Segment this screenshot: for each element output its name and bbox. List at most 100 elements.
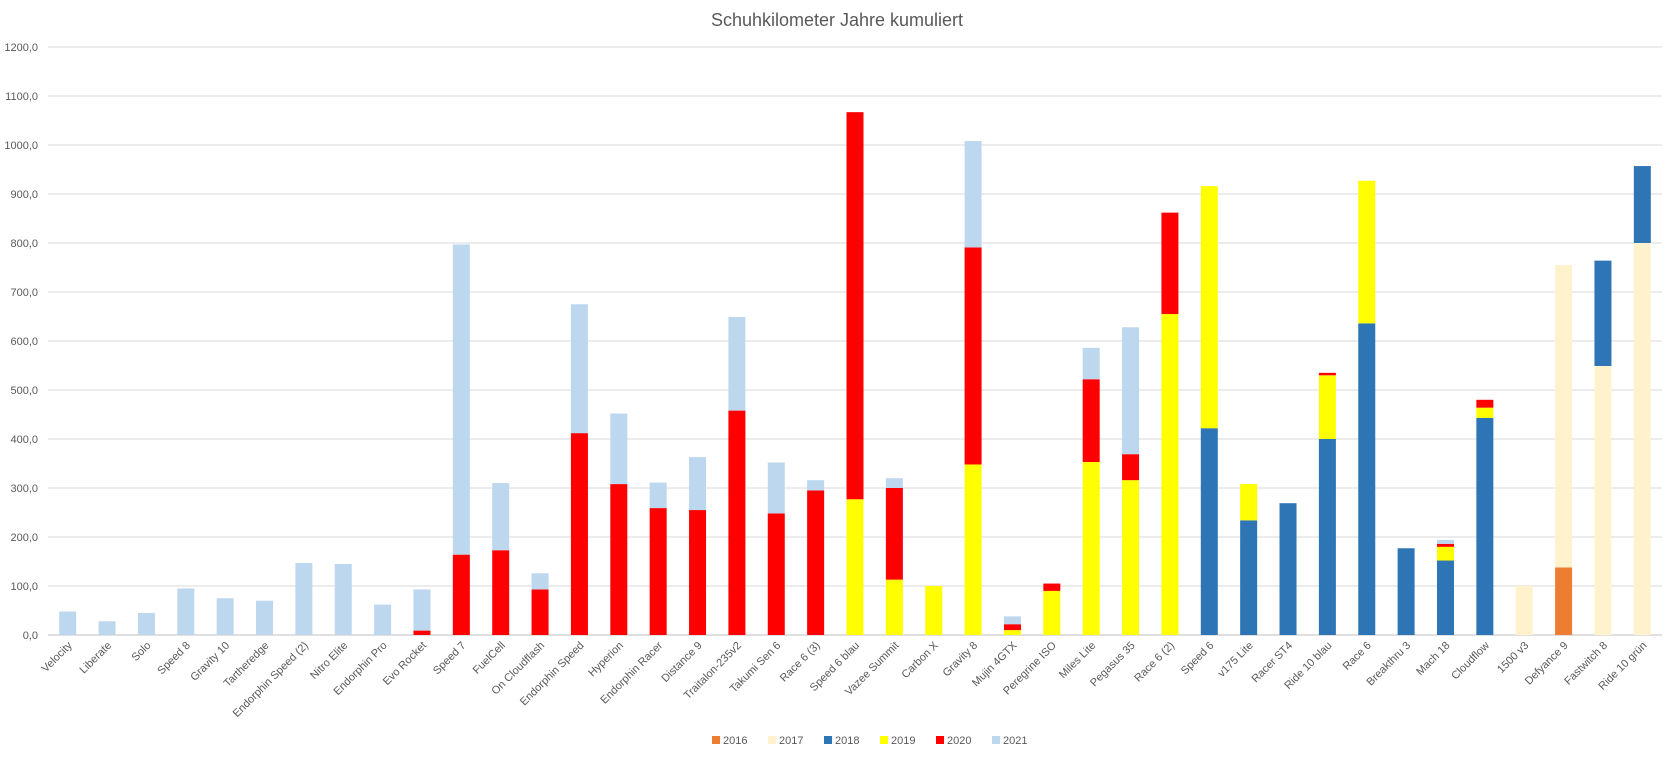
y-tick-label: 200,0 [10,532,38,544]
y-tick-label: 700,0 [10,287,38,299]
bar-segment [1003,616,1021,625]
legend-label: 2018 [835,735,859,747]
legend-label: 2016 [723,735,747,747]
bar-segment [728,410,746,635]
bar-segment [1436,543,1454,547]
bar-segment [925,586,943,635]
bar-segment [964,141,982,248]
legend-swatch [936,736,944,744]
y-tick-label: 600,0 [10,336,38,348]
bar-segment [1161,314,1179,635]
bar-segment [1436,546,1454,561]
bar-segment [1082,347,1100,380]
bar-segment [570,433,588,635]
bar-segment [1358,180,1376,324]
legend-label: 2020 [947,735,971,747]
bar-segment [1082,379,1100,463]
bar-segment [807,480,825,491]
chart-title: Schuhkilometer Jahre kumuliert [711,10,963,30]
bar-segment [1594,260,1612,366]
bar-segment [492,550,510,635]
bar-segment [846,499,864,635]
bar-segment [807,490,825,635]
bar-segment [1594,365,1612,635]
bar-segment [452,244,470,555]
bar-segment [1436,560,1454,635]
bar-segment [1436,539,1454,544]
y-tick-label: 500,0 [10,385,38,397]
bar-segment [1397,548,1415,635]
y-tick-label: 0,0 [23,630,38,642]
bars [59,112,1651,635]
bar-segment [531,573,549,590]
legend-swatch [824,736,832,744]
legend-swatch [712,736,720,744]
bar-segment [689,457,707,511]
bar-segment [256,600,274,635]
y-tick-label: 800,0 [10,238,38,250]
bar-segment [885,478,903,488]
bar-segment [452,554,470,635]
bar-segment [59,611,77,635]
bar-segment [413,630,431,635]
bar-segment [1515,586,1533,635]
bar-segment [1318,439,1336,635]
bar-segment [846,112,864,500]
y-tick-label: 400,0 [10,434,38,446]
bar-segment [216,598,234,635]
y-tick-label: 1000,0 [4,140,38,152]
y-axis: 0,0 100,0 200,0 300,0 400,0 500,0 600,0 700,0 80… [4,42,38,642]
bar-segment [964,464,982,635]
bar-segment [649,482,667,509]
y-tick-label: 900,0 [10,189,38,201]
bar-segment [570,304,588,434]
bar-segment [177,588,195,635]
bar-segment [1240,484,1258,521]
bar-segment [1200,428,1218,635]
bar-segment [610,484,628,635]
bar-segment [413,589,431,631]
bar-segment [1003,630,1021,635]
y-tick-label: 1200,0 [4,42,38,54]
bar-segment [1003,624,1021,631]
bar-segment [1555,265,1573,568]
bar-segment [728,316,746,411]
y-tick-label: 300,0 [10,483,38,495]
bar-segment [767,462,785,514]
y-tick-label: 100,0 [10,581,38,593]
legend-swatch [880,736,888,744]
bar-segment [649,508,667,635]
bar-segment [1633,166,1651,243]
bar-segment [98,621,116,635]
bar-segment [1476,399,1494,408]
bar-segment [137,612,155,635]
bar-segment [295,562,313,635]
bar-segment [1161,212,1179,315]
legend-label: 2017 [779,735,803,747]
bar-segment [1633,243,1651,635]
bar-segment [1043,583,1061,591]
bar-segment [1279,503,1297,635]
bar-segment [1043,590,1061,635]
bar-segment [689,510,707,635]
bar-segment [885,579,903,635]
bar-segment [1476,407,1494,418]
bar-segment [334,563,352,635]
bar-segment [1122,480,1140,635]
bar-segment [492,483,510,551]
bar-segment [1122,454,1140,481]
bar-segment [531,589,549,635]
bar-segment [1240,520,1258,635]
bar-segment [1476,417,1494,635]
bar-segment [1555,567,1573,635]
legend-label: 2019 [891,735,915,747]
legend-swatch [992,736,1000,744]
bar-segment [1318,372,1336,376]
bar-segment [610,413,628,485]
y-tick-label: 1100,0 [5,91,38,103]
bar-segment [1318,375,1336,439]
bar-segment [374,604,392,635]
bar-segment [1082,462,1100,635]
